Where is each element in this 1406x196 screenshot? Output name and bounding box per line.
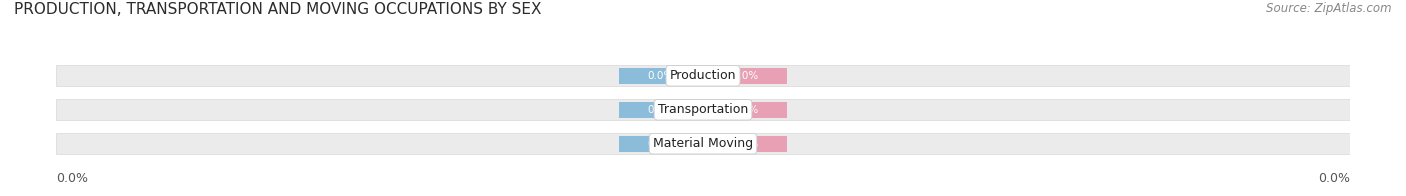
Text: PRODUCTION, TRANSPORTATION AND MOVING OCCUPATIONS BY SEX: PRODUCTION, TRANSPORTATION AND MOVING OC… <box>14 2 541 17</box>
Text: 0.0%: 0.0% <box>648 139 673 149</box>
Legend: Male, Female: Male, Female <box>634 195 772 196</box>
Text: 0.0%: 0.0% <box>648 71 673 81</box>
Bar <box>703 68 787 84</box>
Bar <box>703 135 787 152</box>
Text: Material Moving: Material Moving <box>652 137 754 150</box>
Text: Production: Production <box>669 69 737 82</box>
Text: 0.0%: 0.0% <box>733 71 758 81</box>
Text: 0.0%: 0.0% <box>648 105 673 115</box>
Bar <box>619 102 703 118</box>
Text: 0.0%: 0.0% <box>56 172 89 185</box>
Bar <box>56 133 1350 154</box>
Text: 0.0%: 0.0% <box>733 105 758 115</box>
Text: 0.0%: 0.0% <box>733 139 758 149</box>
Bar <box>703 102 787 118</box>
Text: Source: ZipAtlas.com: Source: ZipAtlas.com <box>1267 2 1392 15</box>
Bar <box>619 68 703 84</box>
Text: 0.0%: 0.0% <box>1317 172 1350 185</box>
Bar <box>56 99 1350 120</box>
Bar <box>619 135 703 152</box>
Text: Transportation: Transportation <box>658 103 748 116</box>
Bar <box>56 65 1350 86</box>
